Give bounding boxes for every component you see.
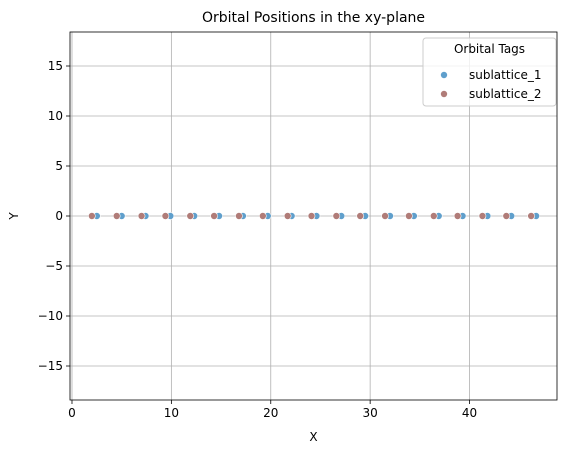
point-sublattice-2 xyxy=(405,212,413,220)
point-sublattice-2 xyxy=(259,212,267,220)
point-sublattice-2 xyxy=(356,212,365,220)
x-axis-title: X xyxy=(309,430,317,444)
point-sublattice-2 xyxy=(429,212,438,220)
point-sublattice-2 xyxy=(502,212,511,220)
x-ticks: 0 10 20 30 40 xyxy=(68,400,477,420)
point-sublattice-2 xyxy=(161,212,170,220)
legend-marker-sublattice-1 xyxy=(440,71,448,79)
point-sublattice-2 xyxy=(88,212,96,220)
x-tick-label: 20 xyxy=(263,406,278,420)
y-tick-label: 15 xyxy=(48,59,63,73)
y-tick-label: −10 xyxy=(38,309,63,323)
point-sublattice-2 xyxy=(112,212,121,220)
legend-label-sublattice-2: sublattice_2 xyxy=(469,87,542,101)
legend: Orbital Tags sublattice_1 sublattice_2 xyxy=(422,37,557,107)
legend-title: Orbital Tags xyxy=(454,42,525,56)
y-tick-label: 5 xyxy=(55,159,63,173)
point-sublattice-2 xyxy=(137,212,146,220)
point-sublattice-2 xyxy=(283,212,292,220)
legend-label-sublattice-1: sublattice_1 xyxy=(469,68,542,82)
y-tick-label: 10 xyxy=(48,109,63,123)
x-tick-label: 0 xyxy=(68,406,76,420)
point-sublattice-2 xyxy=(453,212,462,220)
point-sublattice-2 xyxy=(210,212,218,220)
point-sublattice-2 xyxy=(478,212,487,220)
data-points xyxy=(88,212,540,220)
y-ticks: −15 −10 −5 0 5 10 15 xyxy=(38,59,70,373)
y-tick-label: 0 xyxy=(55,209,63,223)
point-sublattice-2 xyxy=(332,212,341,220)
y-axis-title: Y xyxy=(7,212,21,221)
point-sublattice-2 xyxy=(235,212,243,220)
point-sublattice-2 xyxy=(381,212,389,220)
point-sublattice-2 xyxy=(186,212,195,220)
point-sublattice-2 xyxy=(527,212,535,220)
legend-marker-sublattice-2 xyxy=(440,90,448,98)
y-tick-label: −5 xyxy=(45,259,63,273)
point-sublattice-2 xyxy=(307,212,316,220)
chart-title: Orbital Positions in the xy-plane xyxy=(202,10,425,26)
x-tick-label: 40 xyxy=(462,406,477,420)
x-tick-label: 10 xyxy=(164,406,179,420)
x-tick-label: 30 xyxy=(363,406,378,420)
y-tick-label: −15 xyxy=(38,359,63,373)
legend-frame xyxy=(422,37,557,107)
